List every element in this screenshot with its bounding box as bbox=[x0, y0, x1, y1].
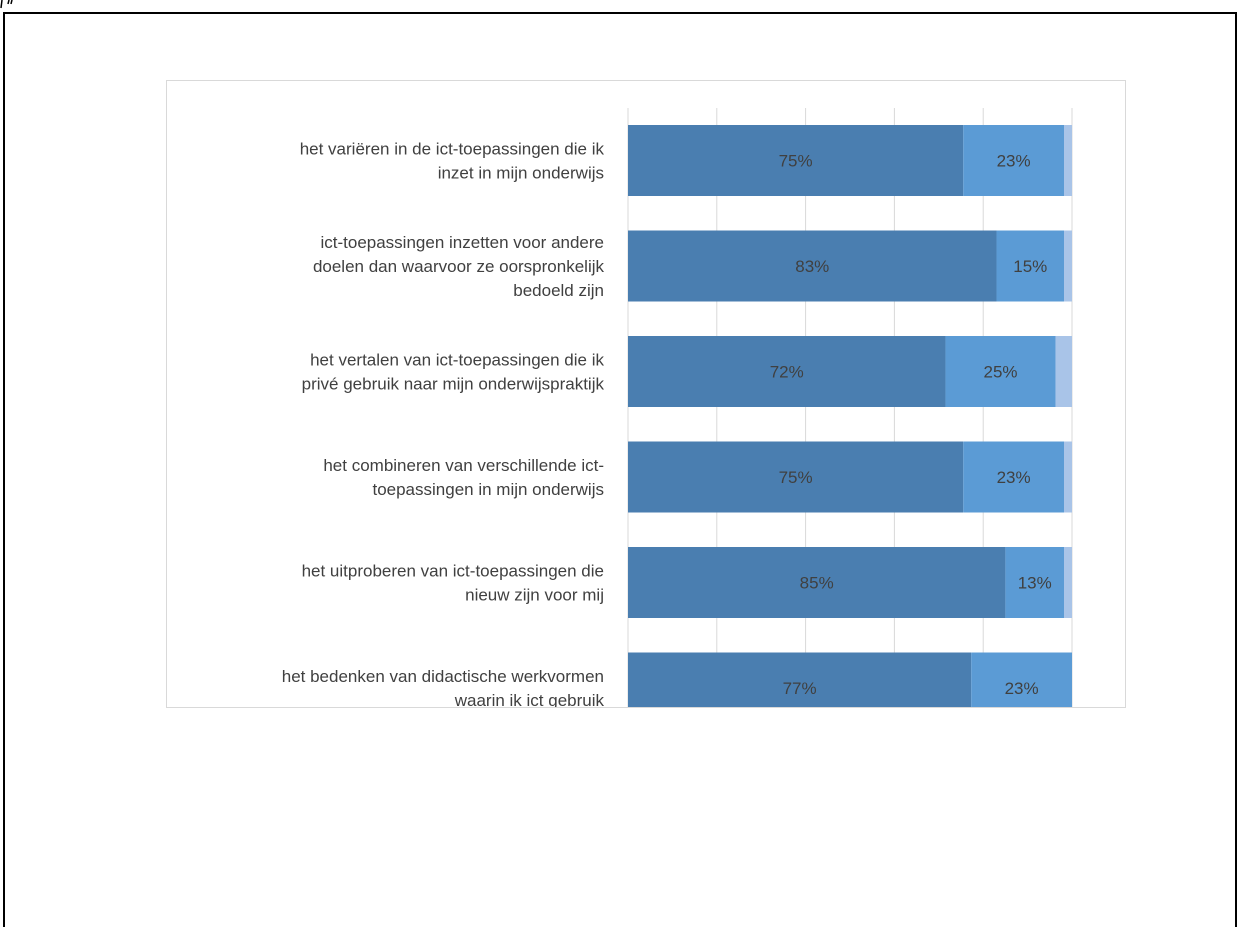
category-labels: het variëren in de ict-toepassingen die … bbox=[282, 140, 605, 711]
data-label: 23% bbox=[997, 152, 1031, 171]
data-label: 75% bbox=[779, 468, 813, 487]
bar-segment bbox=[628, 230, 997, 302]
category-label: het bedenken van didactische werkvormen bbox=[282, 667, 604, 686]
bar-segment bbox=[963, 125, 1065, 196]
bar-segment bbox=[628, 125, 964, 196]
chart-container: 75% 23% 83% 15% 72% 25% 75% 23% 85% 13% 77% 23% het … bbox=[166, 80, 1126, 838]
bar-segment bbox=[963, 441, 1065, 513]
bar-segment bbox=[1064, 441, 1072, 513]
bar-segment bbox=[996, 230, 1065, 302]
category-label: ict-toepassingen inzetten voor andere bbox=[320, 233, 604, 252]
bar-segment bbox=[945, 336, 1056, 407]
category-label: inzet in mijn onderwijs bbox=[438, 164, 604, 183]
category-label: het combineren van verschillende ict- bbox=[323, 456, 604, 475]
category-label: bedoeld zijn bbox=[513, 281, 604, 300]
gridlines bbox=[627, 108, 1073, 746]
data-label: 15% bbox=[1013, 257, 1047, 276]
category-label: waarin ik ict gebruik bbox=[454, 691, 605, 707]
bars: 75% 23% 83% 15% 72% 25% 75% 23% 85% 13% 77% 23% bbox=[628, 125, 1072, 724]
category-label: privé gebruik naar mijn onderwijspraktij… bbox=[302, 375, 605, 394]
data-label: 77% bbox=[783, 679, 817, 698]
data-label: 85% bbox=[800, 574, 834, 593]
stacked-bar-chart: 75% 23% 83% 15% 72% 25% 75% 23% 85% 13% 77% 23% het … bbox=[282, 108, 1094, 838]
data-label: 13% bbox=[1018, 574, 1052, 593]
data-label: 23% bbox=[1005, 679, 1039, 698]
category-label: het variëren in de ict-toepassingen die … bbox=[300, 140, 605, 159]
data-label: 23% bbox=[997, 468, 1031, 487]
data-label: 25% bbox=[984, 363, 1018, 382]
category-label: doelen dan waarvoor ze oorspronkelijk bbox=[313, 257, 605, 276]
bar-segment bbox=[1064, 230, 1072, 302]
data-label: 72% bbox=[770, 363, 804, 382]
bar-segment bbox=[1064, 547, 1072, 618]
data-label: 75% bbox=[779, 152, 813, 171]
data-label: 83% bbox=[795, 257, 829, 276]
category-label: het uitproberen van ict-toepassingen die bbox=[302, 562, 604, 581]
bar-segment bbox=[628, 336, 946, 407]
bar-segment bbox=[1055, 336, 1072, 407]
top-text-fragment bbox=[0, 0, 13, 9]
category-label: nieuw zijn voor mij bbox=[465, 586, 604, 605]
bar-segment bbox=[1005, 547, 1065, 618]
category-label: toepassingen in mijn onderwijs bbox=[372, 480, 604, 499]
bar-segment bbox=[628, 547, 1006, 618]
bar-segment bbox=[1064, 125, 1072, 196]
bar-segment bbox=[628, 441, 964, 513]
category-label: het vertalen van ict-toepassingen die ik bbox=[310, 351, 604, 370]
page-frame bbox=[3, 12, 1237, 927]
